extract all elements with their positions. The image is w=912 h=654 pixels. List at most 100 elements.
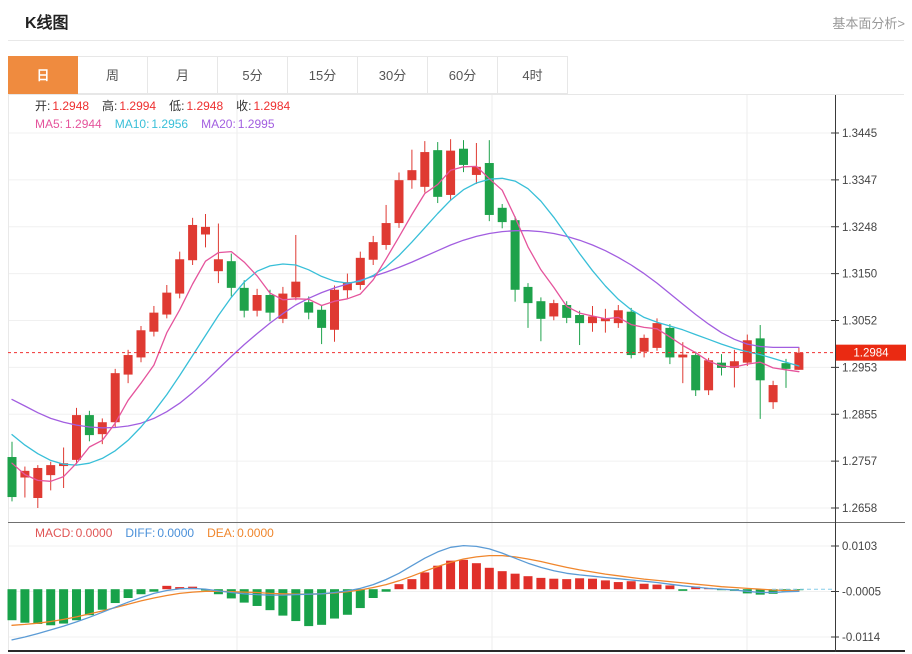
tab-5min[interactable]: 5分 [218, 56, 288, 94]
legend-open-label: 开: [35, 99, 51, 113]
candle-body [149, 312, 159, 332]
price-axis-label: 1.2953 [842, 362, 877, 374]
candle-body [446, 150, 456, 195]
tab-4hour[interactable]: 4时 [498, 56, 568, 94]
macd-hist-bar [59, 589, 69, 624]
macd-hist-bar [368, 589, 378, 598]
candle-body [459, 148, 468, 165]
price-axis-label: 1.2757 [842, 456, 877, 468]
candle-body [136, 330, 146, 358]
macd-hist-bar [136, 589, 146, 595]
macd-hist-bar [613, 582, 623, 590]
legend-ma5-label: MA5: [35, 117, 64, 131]
current-price-badge [836, 344, 906, 361]
candle-body [484, 163, 494, 215]
macd-hist-bar [549, 578, 559, 590]
candle-body [691, 355, 701, 391]
macd-hist-bar [626, 581, 636, 590]
ohlc-readout: 开: 1.2948 高: 1.2994 低: 1.2948 收: 1.2984 [35, 99, 303, 113]
candle-body [781, 363, 791, 369]
candle-body [342, 282, 352, 291]
candle-body [330, 289, 339, 330]
candle-body [368, 242, 378, 260]
macd-hist-bar [497, 571, 507, 590]
tab-day[interactable]: 日 [8, 56, 78, 94]
legend-macd-label: MACD: [35, 526, 74, 540]
macd-hist-bar [355, 589, 365, 609]
candle-body [562, 305, 572, 318]
legend-item-open: 开: 1.2948 [35, 99, 89, 113]
macd-hist-bar [484, 567, 494, 590]
candle-body [717, 362, 726, 368]
ma10-line [11, 177, 800, 466]
macd-axis-label: 0.0103 [842, 541, 877, 553]
macd-hist-bar [7, 589, 17, 621]
price-axis-label: 1.3445 [842, 128, 877, 140]
candle-body [394, 180, 404, 224]
legend-item-diff: DIFF: 0.0000 [125, 526, 194, 540]
candle-body [123, 355, 133, 375]
candle-body [84, 415, 94, 436]
macd-hist-bar [226, 589, 236, 599]
price-axis-label: 1.3347 [842, 175, 877, 187]
macd-hist-bar [278, 589, 288, 616]
candle-body [420, 152, 430, 187]
tab-week[interactable]: 周 [78, 56, 148, 94]
candle-body [639, 337, 649, 352]
legend-item-macd: MACD: 0.0000 [35, 526, 112, 540]
dea-line [11, 554, 800, 626]
legend-item-close: 收: 1.2984 [236, 99, 290, 113]
legend-low-label: 低: [169, 99, 185, 113]
legend-diff-label: DIFF: [125, 526, 156, 540]
candle-body [317, 309, 327, 328]
candle-body [665, 327, 675, 358]
macd-hist-bar [420, 572, 430, 590]
candle-body [188, 224, 198, 261]
macd-hist-bar [588, 578, 597, 590]
candle-body [678, 354, 688, 358]
tab-30min[interactable]: 30分 [358, 56, 428, 94]
macd-hist-bar [600, 580, 610, 590]
ma5-line [11, 165, 800, 482]
macd-hist-bar [110, 589, 120, 604]
legend-item-dea: DEA: 0.0000 [207, 526, 274, 540]
tab-60min[interactable]: 60分 [428, 56, 498, 94]
legend-ma10-value: 1.2956 [151, 117, 189, 131]
candle-body [613, 310, 623, 324]
candle-body [162, 292, 172, 315]
tab-month[interactable]: 月 [148, 56, 218, 94]
candle-body [110, 373, 120, 423]
candle-body [265, 295, 275, 313]
price-axis-label: 1.3248 [842, 222, 877, 234]
macd-hist-bar [123, 589, 133, 598]
current-price-badge-value: 1.2984 [853, 348, 889, 360]
macd-hist-bar [471, 563, 481, 590]
candle-body [626, 311, 636, 356]
macd-hist-bar [394, 584, 404, 590]
fundamental-analysis-link[interactable]: 基本面分析> [832, 16, 905, 31]
candle-body [201, 226, 210, 235]
ma20-line [11, 230, 800, 429]
legend-high-value: 1.2994 [119, 99, 157, 113]
candle-body [213, 259, 223, 272]
tab-15min[interactable]: 15分 [288, 56, 358, 94]
macd-hist-bar [665, 585, 675, 590]
legend-ma5-value: 1.2944 [65, 117, 102, 131]
macd-hist-bar [639, 583, 649, 590]
macd-hist-bar [330, 589, 339, 619]
candle-body [239, 287, 249, 311]
macd-hist-bar [678, 589, 688, 591]
candle-body [433, 150, 443, 197]
legend-macd-value: 0.0000 [75, 526, 113, 540]
legend-item-ma5: MA5: 1.2944 [35, 117, 102, 131]
legend-item-ma10: MA10: 1.2956 [115, 117, 188, 131]
page-title: K线图 [25, 15, 69, 32]
candle-body [471, 166, 481, 175]
macd-axis-label: -0.0005 [842, 587, 881, 599]
candle-body [33, 467, 43, 498]
legend-diff-value: 0.0000 [157, 526, 195, 540]
macd-hist-bar [162, 585, 172, 590]
legend-close-label: 收: [236, 99, 252, 113]
candle-body [304, 302, 314, 313]
